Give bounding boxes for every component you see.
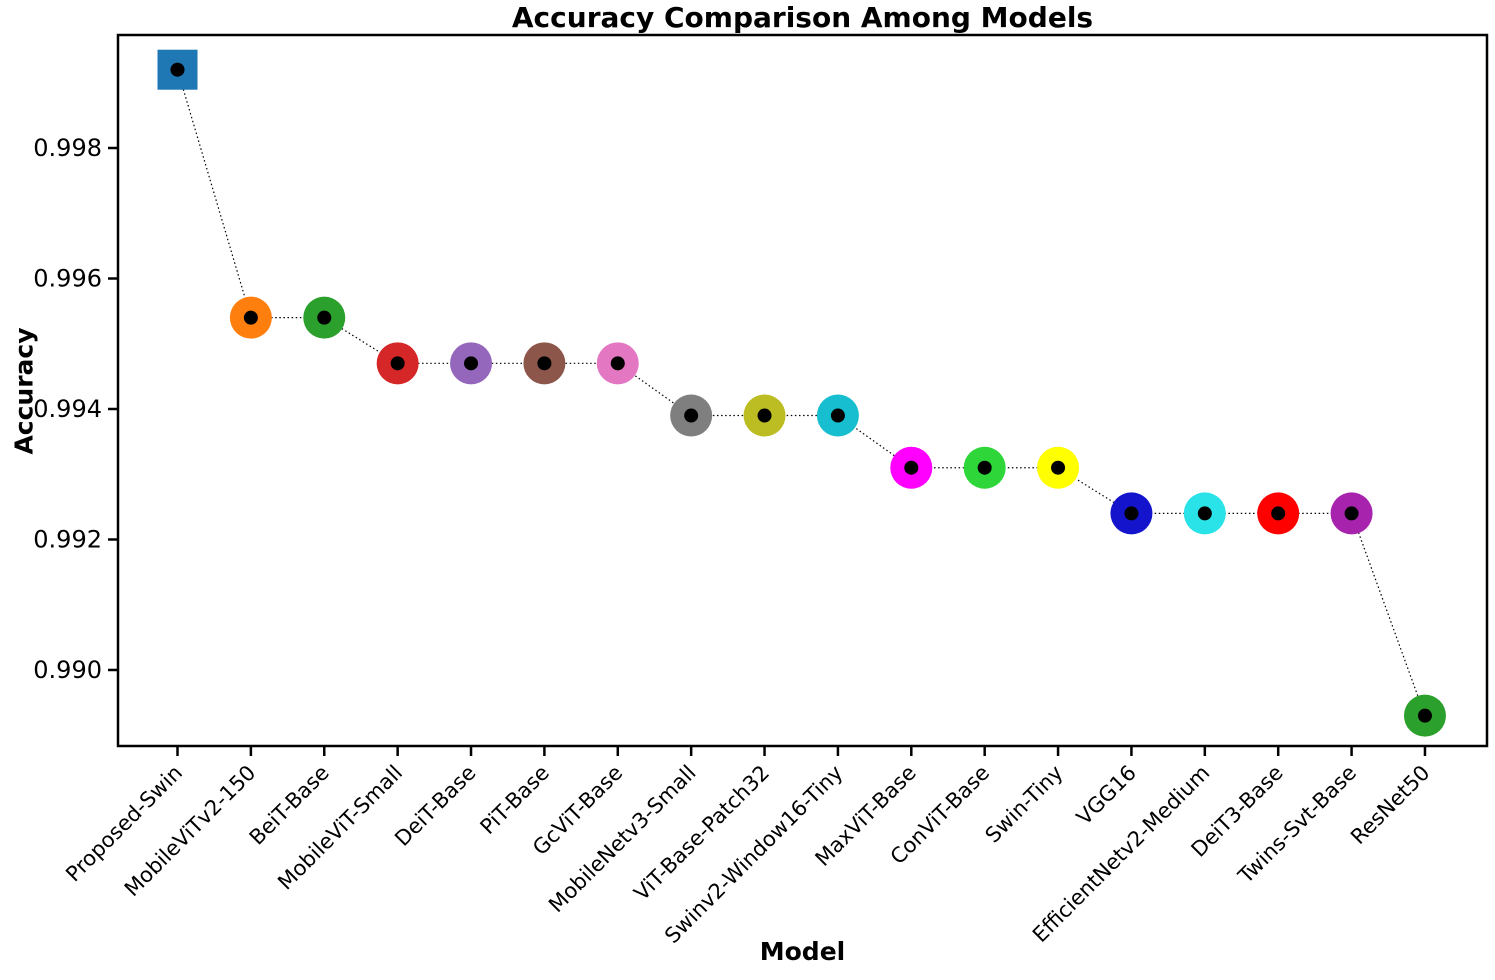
marker-center-dot-MobileNetv3-Small: [684, 408, 699, 423]
marker-center-dot-DeiT3-Base: [1271, 506, 1286, 521]
marker-center-dot-GcViT-Base: [610, 356, 625, 371]
marker-center-dot-Swinv2-Window16-Tiny: [830, 408, 845, 423]
marker-center-dot-MaxViT-Base: [904, 460, 919, 475]
marker-center-dot-ViT-Base-Patch32: [757, 408, 772, 423]
marker-center-dot-ConViT-Base: [977, 460, 992, 475]
marker-center-dot-EfficientNetv2-Medium: [1197, 506, 1212, 521]
y-tick-label: 0.990: [33, 656, 102, 684]
marker-center-dot-Twins-Svt-Base: [1344, 506, 1359, 521]
marker-center-dot-ResNet50: [1417, 708, 1432, 723]
marker-center-dot-VGG16: [1124, 506, 1139, 521]
plot-border: [116, 33, 1489, 748]
y-tick-label: 0.994: [33, 395, 102, 423]
y-tick-label: 0.998: [33, 134, 102, 162]
chart-title: Accuracy Comparison Among Models: [511, 1, 1094, 34]
x-axis-title: Model: [759, 937, 846, 966]
marker-center-dot-MobileViTv2-150: [243, 310, 258, 325]
marker-center-dot-Swin-Tiny: [1051, 460, 1066, 475]
marker-center-dot-PiT-Base: [537, 356, 552, 371]
y-tick-label: 0.992: [33, 525, 102, 553]
y-axis-title: Accuracy: [9, 327, 39, 455]
marker-center-dot-Proposed-Swin: [170, 62, 185, 77]
marker-center-dot-DeiT-Base: [464, 356, 479, 371]
y-tick-label: 0.996: [33, 265, 102, 293]
marker-center-dot-MobileViT-Small: [390, 356, 405, 371]
marker-center-dot-BeiT-Base: [317, 310, 332, 325]
